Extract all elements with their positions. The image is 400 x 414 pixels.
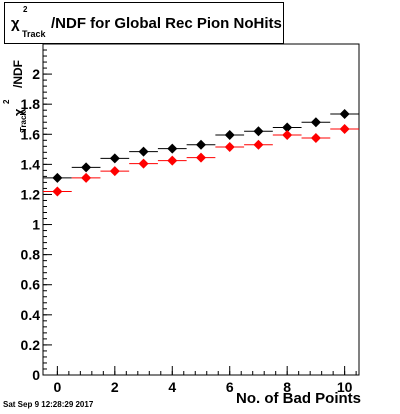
data-point-series-1 — [253, 126, 264, 137]
y-tick-label: 0.2 — [21, 337, 41, 353]
axes: 0 0.2 0.4 0.6 0.8 1 1.2 1.4 1.6 1.8 2 0 2 4 6 8 10 — [21, 43, 357, 395]
data-point-series-2 — [310, 133, 321, 144]
x-tick-label: 4 — [168, 379, 176, 395]
data-point-series-1 — [138, 146, 149, 157]
data-point-series-2 — [339, 124, 350, 135]
title-text: /NDF for Global Rec Pion NoHits — [51, 15, 282, 32]
y-axis-label-text: /NDF — [11, 60, 25, 88]
x-tick-label: 6 — [226, 379, 234, 395]
x-tick-label: 0 — [53, 379, 61, 395]
y-tick-label: 2 — [32, 66, 40, 82]
y-tick-label: 1.2 — [21, 186, 41, 202]
title-box: χ 2 Track /NDF for Global Rec Pion NoHit… — [4, 2, 284, 44]
data-point-series-1 — [282, 122, 293, 133]
timestamp: Sat Sep 9 12:28:29 2017 — [3, 400, 94, 409]
title-subscript: Track — [22, 29, 46, 39]
data-point-series-2 — [253, 139, 264, 150]
x-tick-label: 2 — [111, 379, 119, 395]
data-point-series-1 — [109, 153, 120, 164]
plot-frame — [42, 43, 360, 376]
data-point-series-1 — [339, 108, 350, 119]
y-tick-label: 0.8 — [21, 247, 41, 263]
data-point-series-2 — [167, 155, 178, 166]
y-tick-label: 1.4 — [21, 156, 41, 172]
data-point-series-2 — [109, 166, 120, 177]
data-marks — [43, 108, 359, 197]
data-point-series-2 — [81, 172, 92, 183]
y-tick-label: 1.8 — [21, 96, 41, 112]
y-axis-label-chi: χ — [11, 108, 26, 116]
data-point-series-1 — [224, 130, 235, 141]
y-tick-label: 0 — [32, 367, 40, 383]
y-axis-label-superscript: 2 — [2, 99, 11, 104]
title-superscript: 2 — [23, 5, 28, 14]
data-point-series-1 — [52, 172, 63, 183]
data-point-series-1 — [310, 117, 321, 128]
x-tick-label: 10 — [337, 379, 353, 395]
y-tick-label: 0.4 — [21, 307, 41, 323]
data-point-series-1 — [196, 139, 206, 150]
y-tick-label: 1 — [32, 217, 40, 233]
data-point-series-1 — [167, 143, 178, 154]
title-chi: χ — [11, 15, 20, 32]
data-point-series-2 — [196, 152, 206, 163]
y-tick-label: 0.6 — [21, 277, 41, 293]
x-tick-label: 8 — [283, 379, 291, 395]
data-point-series-2 — [52, 186, 63, 197]
data-point-series-2 — [138, 158, 149, 169]
x-axis-label: No. of Bad Points — [236, 390, 361, 407]
data-point-series-2 — [282, 130, 293, 141]
data-point-series-2 — [224, 142, 235, 153]
y-tick-label: 1.6 — [21, 126, 41, 142]
data-point-series-1 — [81, 162, 92, 173]
